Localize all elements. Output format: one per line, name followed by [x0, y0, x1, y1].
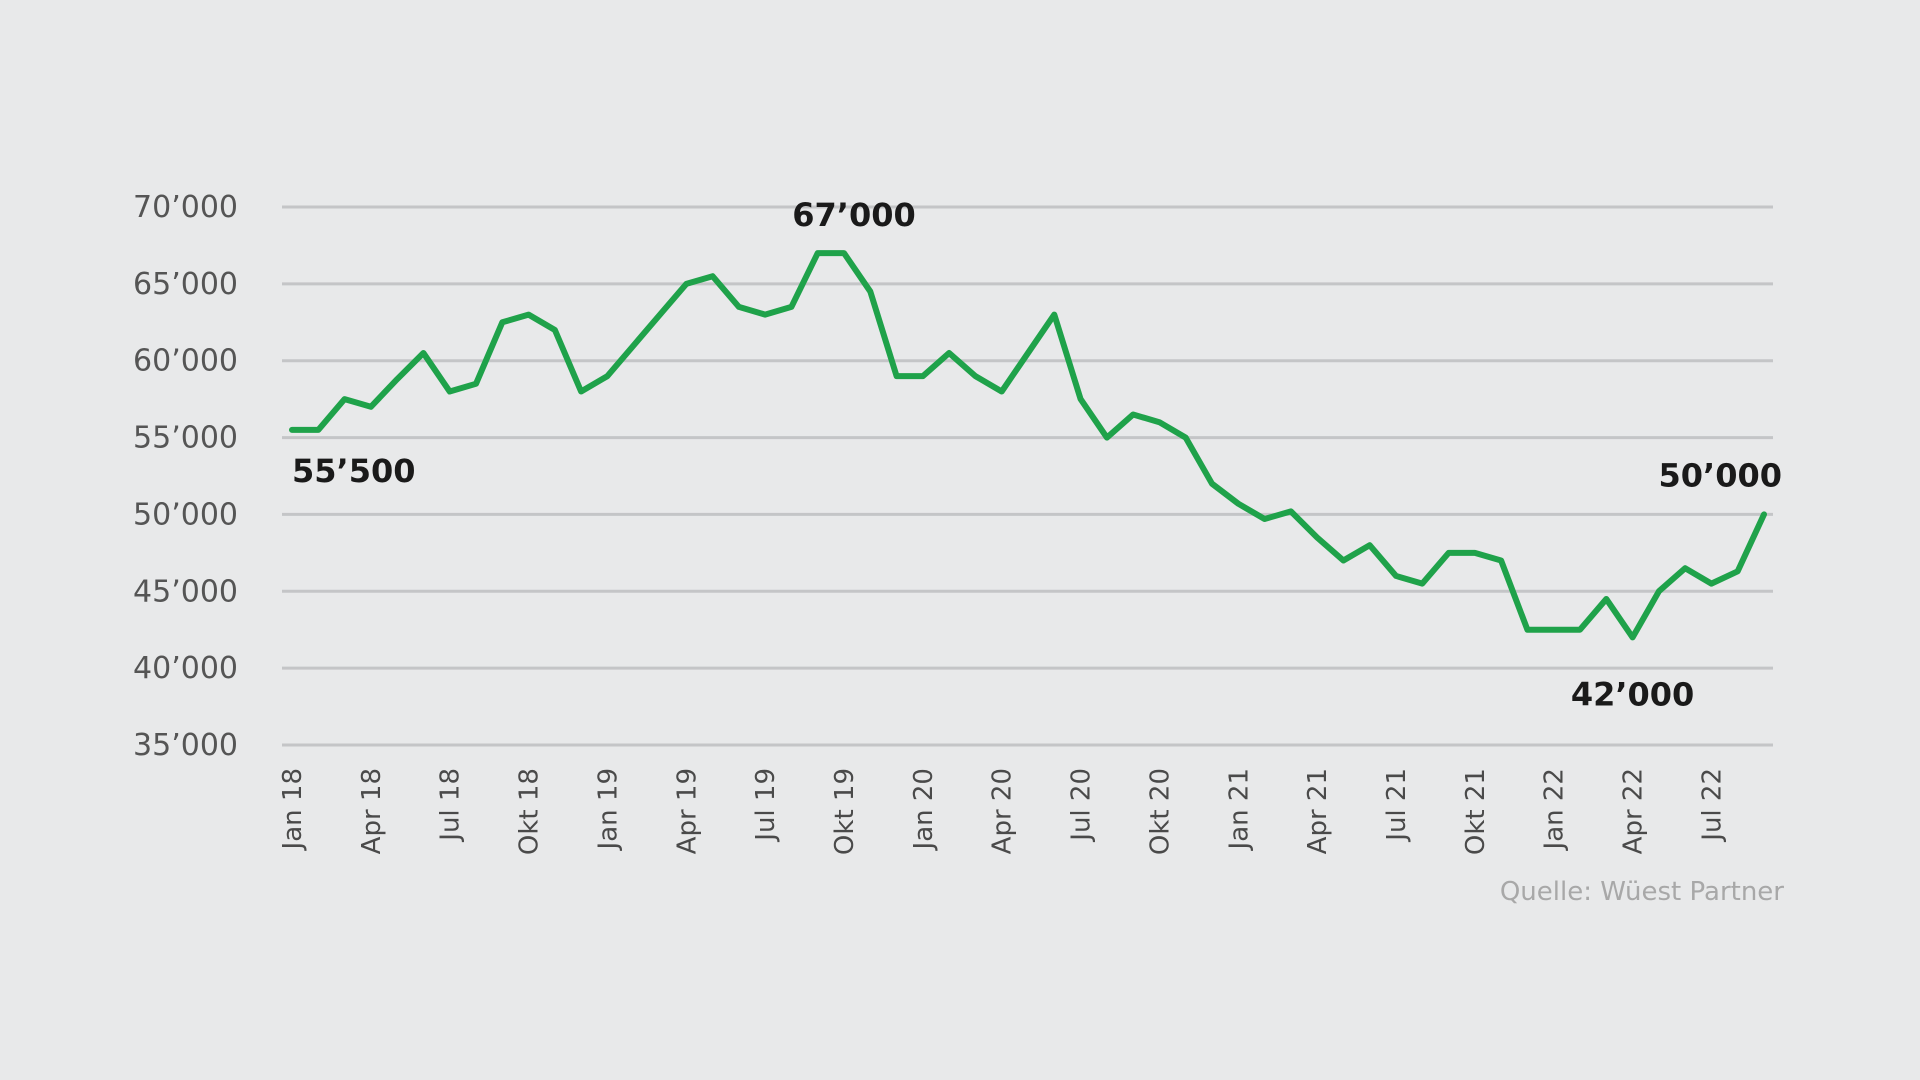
y-tick-label: 65’000 — [133, 267, 238, 302]
data-label: 55’500 — [292, 452, 415, 490]
x-tick-label: Apr 21 — [1303, 768, 1333, 854]
series-lines — [289, 250, 1767, 641]
data-labels: 55’500 67’000 42’000 50’000 — [292, 196, 1782, 713]
x-tick-label: Apr 22 — [1619, 768, 1649, 854]
data-label: 50’000 — [1659, 456, 1782, 494]
y-tick-label: 50’000 — [133, 497, 238, 532]
data-label: 67’000 — [792, 196, 915, 234]
x-tick-label: Apr 20 — [988, 768, 1018, 854]
x-tick-label: Jul 19 — [751, 768, 781, 843]
x-tick-label: Apr 18 — [357, 768, 387, 854]
x-tick-label: Jan 18 — [278, 768, 308, 851]
x-tick-label: Okt 18 — [515, 768, 545, 855]
y-tick-label: 45’000 — [133, 574, 238, 609]
x-tick-label: Jul 21 — [1382, 768, 1412, 843]
x-tick-label: Jul 22 — [1697, 768, 1727, 843]
source-note: Quelle: Wüest Partner — [1500, 877, 1784, 907]
y-tick-label: 70’000 — [133, 190, 238, 225]
gridlines — [282, 205, 1773, 747]
x-tick-label: Jan 19 — [593, 768, 623, 851]
x-axis-ticks: Jan 18 Apr 18 Jul 18 Okt 18 Jan 19 Apr 19 Jul … — [278, 768, 1727, 855]
y-tick-label: 35’000 — [133, 728, 238, 763]
y-tick-label: 40’000 — [133, 651, 238, 686]
x-tick-label: Jan 20 — [909, 768, 939, 851]
series-line — [289, 250, 1767, 641]
y-axis-ticks: 70’000 65’000 60’000 55’000 50’000 45’000 40’0… — [133, 190, 238, 763]
x-tick-label: Jul 18 — [436, 768, 466, 843]
x-tick-label: Okt 21 — [1461, 768, 1491, 855]
y-tick-label: 60’000 — [133, 344, 238, 379]
x-tick-label: Okt 19 — [830, 768, 860, 855]
x-tick-label: Jan 22 — [1540, 768, 1570, 851]
x-tick-label: Jan 21 — [1224, 768, 1254, 851]
y-tick-label: 55’000 — [133, 421, 238, 456]
data-label: 42’000 — [1571, 675, 1694, 713]
x-tick-label: Jul 20 — [1067, 768, 1097, 843]
x-tick-label: Okt 20 — [1145, 768, 1175, 855]
x-tick-label: Apr 19 — [672, 768, 702, 854]
